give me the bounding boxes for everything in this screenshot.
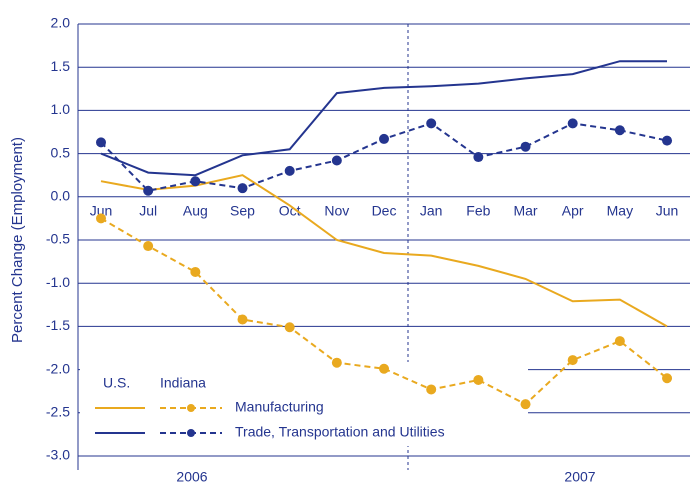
- x-tick-label: Jan: [420, 203, 443, 219]
- x-tick-label: Oct: [279, 203, 301, 219]
- indiana-point: [331, 155, 342, 166]
- indiana-point: [426, 384, 437, 395]
- indiana-point: [284, 165, 295, 176]
- us-line: [100, 60, 667, 177]
- x-tick-label: Jul: [139, 203, 157, 219]
- indiana-point: [379, 133, 390, 144]
- indiana-point: [567, 118, 578, 129]
- indiana-point: [520, 141, 531, 152]
- x-tick-label: Jun: [90, 203, 113, 219]
- indiana-point: [379, 363, 390, 374]
- indiana-point: [237, 314, 248, 325]
- x-tick-label: Dec: [372, 203, 397, 219]
- y-tick-label: -2.0: [46, 360, 70, 376]
- indiana-point: [190, 176, 201, 187]
- indiana-point: [96, 213, 106, 224]
- legend-column: Indiana: [160, 375, 206, 391]
- legend-column: U.S.: [103, 375, 130, 391]
- indiana-point: [143, 241, 154, 252]
- x-tick-label: Mar: [513, 203, 537, 219]
- legend-box: [80, 362, 528, 446]
- indiana-point: [237, 183, 248, 194]
- indiana-point: [614, 125, 625, 136]
- y-tick-label: 0.0: [51, 188, 71, 204]
- x-tick-label: Aug: [183, 203, 208, 219]
- x-tick-label: Apr: [562, 203, 584, 219]
- legend-label: Trade, Transportation and Utilities: [235, 424, 445, 440]
- indiana-point: [96, 137, 106, 148]
- indiana-point: [567, 355, 578, 366]
- legend-indiana-dot: [187, 429, 195, 437]
- y-tick-label: -1.5: [46, 317, 70, 333]
- x-tick-label: May: [607, 203, 633, 219]
- y-axis-label: Percent Change (Employment): [9, 137, 26, 343]
- us-line: [100, 174, 668, 328]
- y-tick-label: -2.5: [46, 404, 70, 420]
- x-tick-label: Jun: [656, 203, 679, 219]
- y-tick-label: 1.5: [51, 58, 71, 74]
- indiana-point: [662, 135, 673, 146]
- indiana-point: [614, 336, 625, 347]
- y-tick-label: -0.5: [46, 231, 70, 247]
- legend-indiana-dot: [187, 404, 195, 412]
- x-tick-label: Feb: [466, 203, 490, 219]
- indiana-line: [100, 122, 668, 192]
- indiana-point: [520, 399, 531, 410]
- indiana-point: [284, 322, 295, 333]
- legend-label: Manufacturing: [235, 399, 324, 415]
- y-tick-label: 0.5: [51, 144, 71, 160]
- year-label: 2007: [564, 469, 595, 485]
- y-tick-label: 1.0: [51, 101, 71, 117]
- x-tick-label: Sep: [230, 203, 255, 219]
- indiana-point: [143, 185, 154, 196]
- y-tick-label: 2.0: [51, 15, 71, 31]
- indiana-point: [473, 374, 484, 385]
- indiana-point: [662, 373, 673, 384]
- x-tick-label: Nov: [324, 203, 349, 219]
- indiana-point: [331, 357, 342, 368]
- indiana-point: [426, 118, 437, 129]
- y-tick-label: -1.0: [46, 274, 70, 290]
- indiana-point: [190, 266, 201, 277]
- y-tick-label: -3.0: [46, 447, 70, 463]
- indiana-point: [473, 152, 484, 163]
- year-label: 2006: [176, 469, 207, 485]
